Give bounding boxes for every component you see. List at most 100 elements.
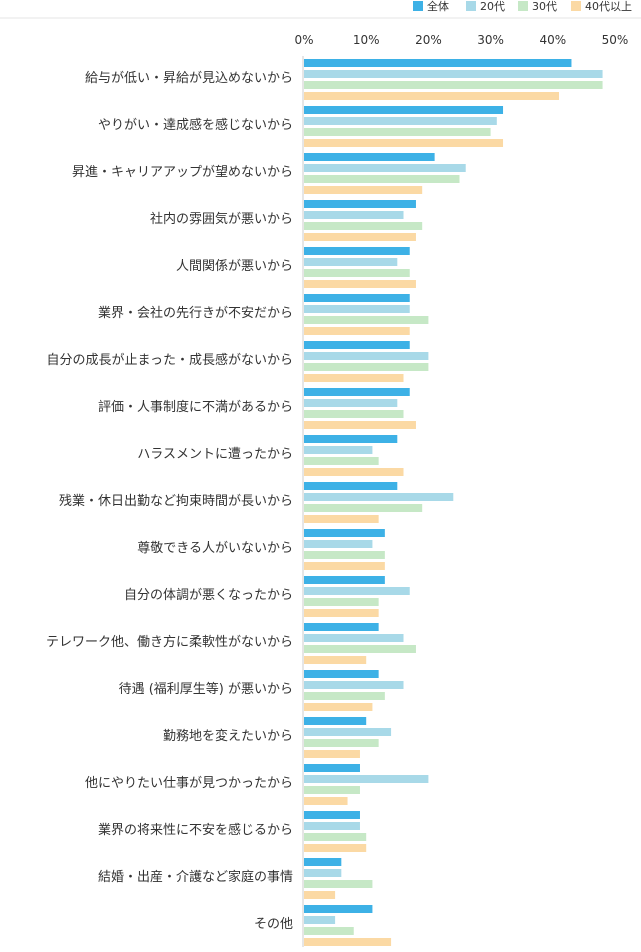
bar-3-4 [304, 280, 416, 288]
bar-2-1 [304, 128, 491, 136]
category-label: 結婚・出産・介護など家庭の事情 [98, 869, 293, 885]
category-label: 自分の体調が悪くなったから [124, 588, 293, 603]
x-tick-label: 40% [539, 33, 566, 47]
bar-0-9 [304, 482, 398, 490]
legend: 全体 20代 30代 40代以上 [413, 0, 632, 13]
category-label: 勤務地を変えたいから [163, 728, 293, 744]
category-label: 評価・人事制度に不満があるから [98, 399, 293, 415]
bar-0-8 [304, 435, 398, 443]
bar-0-13 [304, 670, 379, 678]
legend-swatch-1 [466, 1, 476, 11]
legend-swatch-0 [413, 1, 423, 11]
bar-2-10 [304, 551, 385, 559]
legend-swatch-2 [518, 1, 528, 11]
bar-3-3 [304, 233, 416, 241]
bar-0-0 [304, 59, 572, 67]
bar-0-1 [304, 106, 504, 114]
bar-1-3 [304, 211, 404, 219]
bar-0-4 [304, 247, 410, 255]
bar-1-8 [304, 446, 373, 454]
bar-2-3 [304, 222, 423, 230]
bar-2-4 [304, 269, 410, 277]
category-label: 給与が低い・昇給が見込めないから [85, 71, 293, 86]
bar-3-7 [304, 421, 416, 429]
bar-0-2 [304, 153, 435, 161]
bar-3-6 [304, 374, 404, 382]
bar-0-12 [304, 623, 379, 631]
category-label: 人間関係が悪いから [176, 259, 293, 274]
legend-label-2: 30代 [532, 0, 557, 13]
bar-3-2 [304, 186, 423, 194]
bar-3-10 [304, 562, 385, 570]
category-label: 残業・休日出勤など拘束時間が長いから [59, 493, 293, 509]
bar-3-9 [304, 515, 379, 523]
category-label: やりがい・達成感を感じないから [98, 117, 293, 133]
bar-2-9 [304, 504, 423, 512]
bar-2-12 [304, 645, 416, 653]
bar-3-17 [304, 891, 336, 899]
x-tick-label: 0% [294, 33, 313, 47]
bar-3-18 [304, 938, 392, 946]
category-label: その他 [254, 917, 293, 932]
bar-1-6 [304, 352, 429, 360]
bar-3-1 [304, 139, 504, 147]
bar-0-11 [304, 576, 385, 584]
legend-label-1: 20代 [480, 0, 505, 13]
x-tick-label: 30% [477, 33, 504, 47]
bar-3-16 [304, 844, 367, 852]
legend-label-3: 40代以上 [585, 0, 632, 13]
bar-3-14 [304, 750, 360, 758]
bar-1-15 [304, 775, 429, 783]
bar-2-8 [304, 457, 379, 465]
category-label: 社内の雰囲気が悪いから [150, 211, 293, 227]
bar-1-16 [304, 822, 360, 830]
bar-3-15 [304, 797, 348, 805]
category-label: 自分の成長が止まった・成長感がないから [47, 352, 293, 368]
bar-0-18 [304, 905, 373, 913]
x-axis-ticks: 0% 10% 20% 30% 40% 50% [294, 33, 628, 47]
category-label: 昇進・キャリアアップが望めないから [72, 164, 293, 180]
bar-3-11 [304, 609, 379, 617]
bar-1-17 [304, 869, 342, 877]
bar-1-1 [304, 117, 497, 125]
bar-2-6 [304, 363, 429, 371]
bar-0-6 [304, 341, 410, 349]
bar-2-13 [304, 692, 385, 700]
bar-2-2 [304, 175, 460, 183]
bar-0-10 [304, 529, 385, 537]
bar-2-14 [304, 739, 379, 747]
bar-3-12 [304, 656, 367, 664]
bar-1-0 [304, 70, 603, 78]
category-label: 待遇 (福利厚生等) が悪いから [119, 681, 293, 697]
bar-0-17 [304, 858, 342, 866]
bar-2-7 [304, 410, 404, 418]
bar-1-4 [304, 258, 398, 266]
bar-3-8 [304, 468, 404, 476]
category-label: 他にやりたい仕事が見つかったから [85, 776, 293, 791]
bar-1-18 [304, 916, 336, 924]
x-tick-label: 50% [602, 33, 629, 47]
bar-1-12 [304, 634, 404, 642]
bar-3-0 [304, 92, 560, 100]
bar-2-16 [304, 833, 367, 841]
bar-0-15 [304, 764, 360, 772]
legend-label-0: 全体 [427, 0, 449, 13]
category-label: ハラスメントに遭ったから [137, 447, 293, 462]
category-label: 尊敬できる人がいないから [137, 540, 293, 556]
bar-1-9 [304, 493, 454, 501]
category-label: 業界の将来性に不安を感じるから [98, 822, 293, 838]
bar-2-18 [304, 927, 354, 935]
bar-3-5 [304, 327, 410, 335]
category-label: 業界・会社の先行きが不安だから [98, 305, 293, 321]
bar-1-13 [304, 681, 404, 689]
bar-2-0 [304, 81, 603, 89]
bar-2-17 [304, 880, 373, 888]
bar-2-11 [304, 598, 379, 606]
category-label: テレワーク他、働き方に柔軟性がないから [46, 634, 293, 650]
category-labels: 給与が低い・昇給が見込めないからやりがい・達成感を感じないから昇進・キャリアアッ… [46, 71, 293, 932]
bar-1-7 [304, 399, 398, 407]
x-tick-label: 10% [353, 33, 380, 47]
bar-0-5 [304, 294, 410, 302]
bar-0-3 [304, 200, 416, 208]
bar-1-5 [304, 305, 410, 313]
